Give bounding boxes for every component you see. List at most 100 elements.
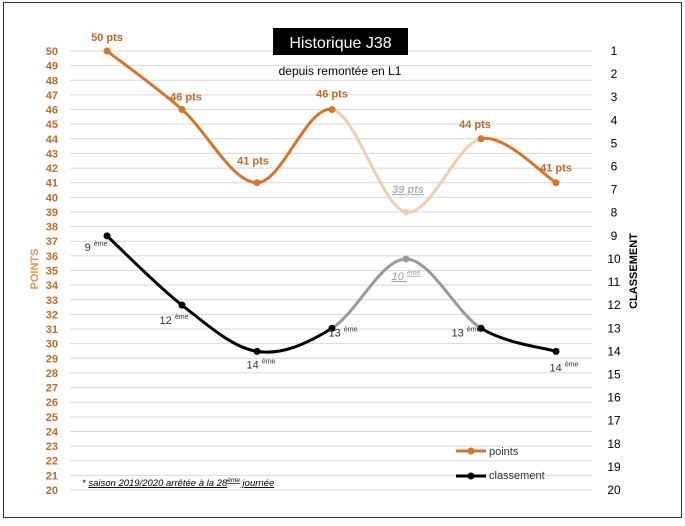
classement-data-label: 13 ème <box>452 326 481 339</box>
points-data-label: 46 pts <box>170 92 202 104</box>
chart-border <box>3 2 682 518</box>
right-tick-label: 1 <box>611 44 618 58</box>
right-tick-label: 6 <box>611 160 618 174</box>
points-point <box>253 179 261 187</box>
left-tick-label: 47 <box>46 90 58 102</box>
legend-item-classement: classement <box>456 470 545 482</box>
points-point <box>328 106 336 114</box>
left-tick-label: 45 <box>46 119 58 131</box>
classement-segment <box>180 303 259 353</box>
left-tick-label: 25 <box>46 412 58 424</box>
right-tick-label: 15 <box>607 367 621 381</box>
points-segment <box>479 137 558 185</box>
right-tick-label: 2 <box>611 67 618 81</box>
classement-label-number: 12 <box>160 315 175 327</box>
right-tick-label: 13 <box>607 321 621 335</box>
points-point <box>477 135 485 143</box>
classement-data-label: 13 ème <box>329 326 358 339</box>
points-segment <box>180 108 259 185</box>
chart-title: Historique J38 <box>289 35 391 52</box>
classement-segment <box>105 234 184 307</box>
legend-marker-classement <box>467 472 475 480</box>
classement-data-label: 9 ème <box>85 241 108 254</box>
left-tick-label: 35 <box>46 266 58 278</box>
right-tick-label: 11 <box>608 275 621 289</box>
classement-segment <box>479 326 558 353</box>
classement-label-number: 13 <box>452 327 467 339</box>
left-tick-label: 44 <box>46 134 59 146</box>
left-tick-label: 42 <box>46 163 58 175</box>
classement-point <box>402 255 410 263</box>
legend-label-points: points <box>489 446 519 458</box>
left-tick-label: 50 <box>46 46 58 58</box>
series-lines <box>105 49 558 354</box>
left-tick-label: 31 <box>46 324 58 336</box>
left-tick-label: 24 <box>46 426 59 438</box>
left-tick-label: 37 <box>46 236 58 248</box>
title-box <box>273 28 408 55</box>
right-tick-label: 20 <box>607 483 621 497</box>
classement-segment <box>404 257 483 330</box>
classement-label-number: 13 <box>329 327 344 339</box>
left-tick-label: 21 <box>46 470 58 482</box>
left-tick-label: 26 <box>46 397 58 409</box>
left-axis-ticks: 20 21 22 23 24 25 26 27 28 29 30 31 32 33 34 35 36 37 38 39… <box>46 46 59 497</box>
left-tick-label: 33 <box>46 295 58 307</box>
right-tick-label: 16 <box>607 391 621 405</box>
classement-label-suffix: ème <box>467 326 481 333</box>
classement-point <box>328 324 336 332</box>
left-tick-label: 48 <box>46 75 58 87</box>
points-segment <box>404 137 483 214</box>
right-tick-label: 9 <box>611 229 618 243</box>
left-tick-label: 23 <box>46 441 58 453</box>
left-tick-label: 29 <box>46 353 58 365</box>
left-tick-label: 39 <box>46 207 58 219</box>
left-tick-label: 46 <box>46 105 58 117</box>
classement-label-number: 14 <box>247 359 262 371</box>
right-tick-label: 14 <box>607 344 621 358</box>
left-tick-label: 27 <box>46 383 58 395</box>
points-point <box>103 47 111 55</box>
classement-point <box>552 347 560 355</box>
left-tick-label: 34 <box>46 280 59 292</box>
classement-label-suffix: ème <box>565 361 579 368</box>
classement-label-suffix: ème <box>344 326 358 333</box>
points-data-label: 41 pts <box>540 163 572 175</box>
right-axis-title: CLASSEMENT <box>628 233 640 309</box>
footnote-prefix: * <box>82 478 88 489</box>
classement-point <box>477 324 485 332</box>
footnote-suffix: journée <box>240 478 274 489</box>
left-tick-label: 40 <box>46 192 58 204</box>
right-tick-label: 19 <box>607 460 621 474</box>
legend-item-points: points <box>456 446 519 458</box>
left-tick-label: 22 <box>46 456 58 468</box>
classement-segment <box>330 257 408 330</box>
classement-point <box>253 347 261 355</box>
left-tick-label: 20 <box>46 485 58 497</box>
points-point <box>552 179 560 187</box>
classement-data-label: 10 ème <box>392 270 421 283</box>
footnote-text: saison 2019/2020 arrêtée à la 28 <box>88 478 228 489</box>
grid <box>70 50 592 491</box>
left-tick-label: 38 <box>46 222 58 234</box>
left-tick-label: 32 <box>46 309 58 321</box>
left-tick-label: 36 <box>46 251 58 263</box>
footnote: * saison 2019/2020 arrêtée à la 28ème jo… <box>82 477 274 489</box>
points-data-label: 50 pts <box>91 32 123 44</box>
data-labels: 50 pts 46 pts 41 pts 46 pts 39 pts 44 pts 41 p… <box>85 32 579 374</box>
points-data-label: 41 pts <box>237 156 269 168</box>
right-tick-label: 18 <box>607 437 621 451</box>
left-tick-label: 43 <box>46 148 58 160</box>
left-tick-label: 28 <box>46 368 58 380</box>
footnote-sup: ème <box>227 477 240 484</box>
classement-label-suffix: ème <box>407 270 421 277</box>
points-segment <box>255 108 334 185</box>
points-point <box>178 106 186 114</box>
classement-label-number: 10 <box>392 271 407 283</box>
classement-segment <box>255 326 334 354</box>
legend-marker-points <box>467 447 475 455</box>
classement-label-suffix: ème <box>262 358 276 365</box>
classement-point <box>178 301 186 309</box>
